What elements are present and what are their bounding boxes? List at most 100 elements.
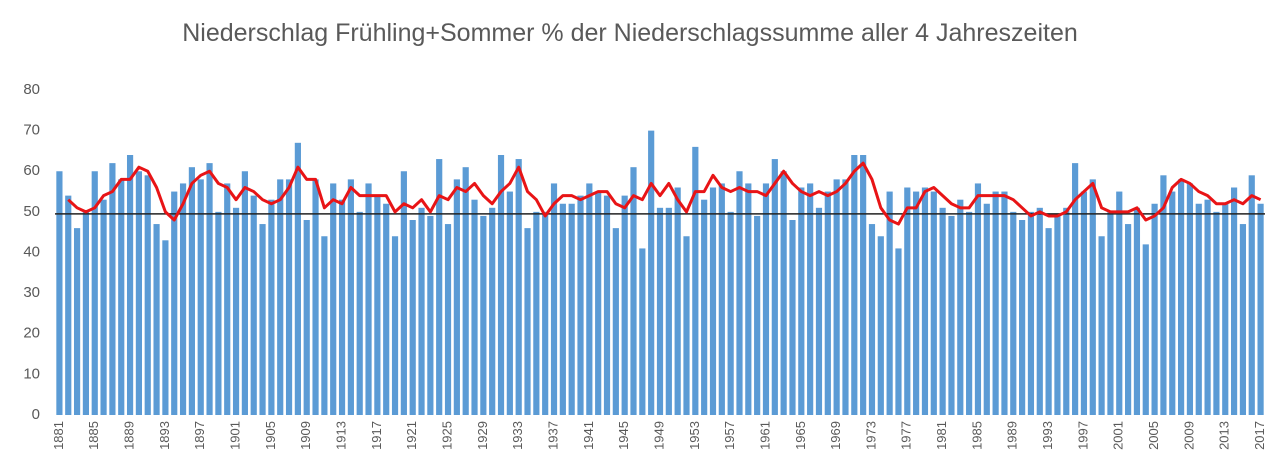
bar [1230,187,1238,415]
bar [480,215,487,415]
bar [1213,211,1220,415]
bar [533,211,540,415]
bar [966,211,973,415]
bar [312,179,319,415]
bar [939,207,946,415]
bar [665,207,672,415]
bar [603,195,611,415]
bar [833,179,840,415]
bar [612,228,619,415]
x-tick-label: 1893 [157,421,172,450]
bar [515,159,522,415]
x-tick-label: 1985 [969,421,984,450]
bar [1107,211,1114,415]
bar [745,183,752,415]
bar [268,199,275,415]
bar [330,183,337,415]
bar [639,248,646,415]
y-tick-label: 70 [23,122,40,139]
y-tick-label: 80 [23,81,40,98]
bar [197,179,204,415]
x-tick-label: 1905 [263,421,278,450]
bar [630,167,637,415]
bar [992,191,999,415]
bar [1045,228,1052,415]
bar [1142,244,1149,415]
bar [577,195,584,415]
y-tick-label: 50 [23,203,40,220]
x-tick-label: 1901 [227,421,242,450]
bar [524,228,531,415]
bar [179,183,187,415]
bar [241,171,248,415]
bar [1186,183,1194,415]
bar [656,207,664,415]
bar [1204,199,1211,415]
bar [1089,179,1096,415]
x-tick-label: 1981 [934,421,949,450]
bar [798,187,805,415]
bar [1001,191,1008,415]
bar [559,203,566,415]
bar [427,215,434,415]
x-tick-label: 1933 [510,421,525,450]
bar [232,207,240,415]
x-tick-label: 1917 [369,421,384,450]
bar [135,171,142,415]
bar [904,187,911,415]
bar [842,179,849,415]
bar [118,179,125,415]
bar [153,224,160,415]
bar [144,175,151,415]
bar [391,236,399,415]
bar [418,207,425,415]
moving-average-line [67,161,1262,226]
bar [1116,191,1123,415]
bar [321,236,328,415]
x-tick-label: 1961 [757,421,772,450]
y-tick-label: 0 [32,406,40,423]
bar [1010,211,1017,415]
bar [56,171,63,415]
bar [436,159,443,415]
bar [895,248,902,415]
x-tick-label: 1973 [863,421,878,450]
bar [383,203,390,415]
y-tick-label: 20 [23,325,40,342]
y-tick-label: 60 [23,162,40,179]
bar [754,215,761,415]
bar [1072,163,1079,415]
bar [762,183,770,415]
bar [82,211,90,415]
x-tick-label: 1965 [793,421,808,450]
bar [542,211,549,415]
x-tick-label: 1945 [616,421,631,450]
bar [365,183,372,415]
bar [595,191,602,415]
bar [497,155,505,415]
x-tick-label: 1969 [828,421,843,450]
chart-title: Niederschlag Frühling+Sommer % der Niede… [182,19,1078,47]
bar [983,203,990,415]
x-tick-label: 2013 [1217,421,1232,450]
bar [877,236,884,415]
bar [206,163,213,415]
bar [824,191,831,415]
x-tick-label: 2017 [1252,421,1265,450]
bar [126,155,134,415]
bar [1151,203,1158,415]
bar [1257,203,1264,415]
bar [506,191,513,415]
bar [974,183,982,415]
bar [1054,215,1061,415]
bar [73,228,81,415]
bar [692,146,699,415]
bar [683,236,690,415]
bar [930,191,937,415]
bar [1036,207,1043,415]
x-tick-label: 1993 [1040,421,1055,450]
x-tick-label: 1897 [192,421,207,450]
bar [303,220,310,415]
y-tick-label: 40 [23,243,40,260]
bar [771,159,778,415]
